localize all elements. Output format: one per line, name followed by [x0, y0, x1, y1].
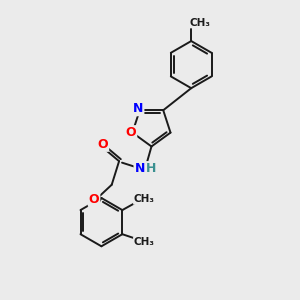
Text: N: N — [133, 102, 143, 115]
Text: CH₃: CH₃ — [134, 194, 155, 204]
Text: O: O — [98, 138, 108, 151]
Text: N: N — [134, 162, 145, 175]
Text: O: O — [126, 126, 136, 139]
Text: CH₃: CH₃ — [190, 17, 211, 28]
Text: CH₃: CH₃ — [134, 238, 155, 248]
Text: H: H — [146, 162, 157, 175]
Text: O: O — [89, 193, 99, 206]
